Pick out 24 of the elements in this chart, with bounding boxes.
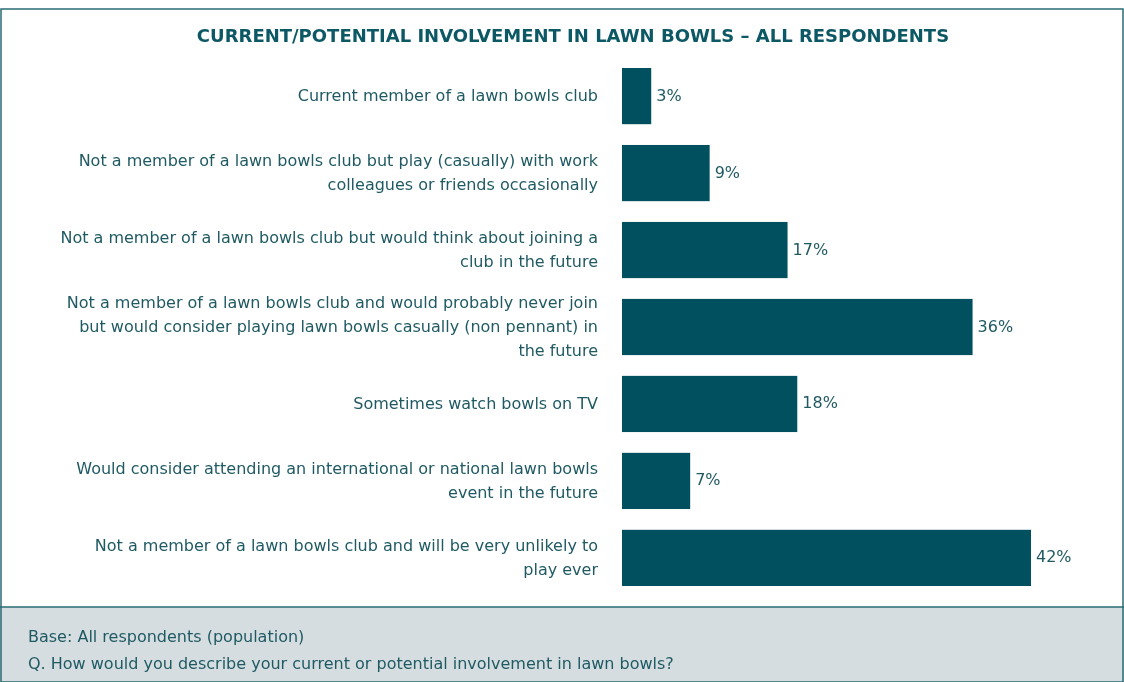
data-label: 3% <box>656 85 682 105</box>
data-label: 18% <box>802 393 838 413</box>
data-label: 36% <box>977 316 1014 336</box>
bar <box>622 298 973 356</box>
bar <box>622 452 691 510</box>
bar <box>622 221 788 279</box>
text: Base: All respondents (population) <box>28 627 305 646</box>
chart-title: CURRENT/POTENTIAL INVOLVEMENT IN LAWN BOWLS – ALL RESPONDENTS <box>196 25 950 46</box>
y-tick-label: Not a member of a lawn bowls club but would think about joining a club in the future <box>60 227 598 271</box>
data-label: 9% <box>714 162 741 182</box>
text: Q. How would you describe your current or potential involvement in lawn bowls? <box>28 654 674 673</box>
y-tick-label: Current member of a lawn bowls club <box>297 85 598 105</box>
bar <box>622 375 798 433</box>
y-tick-label: Not a member of a lawn bowls club and would probably never join but would consider playing lawn bowls casually (non pennant) in the future <box>66 292 598 360</box>
y-tick-label: Not a member of a lawn bowls club and will be very unlikely to play ever <box>94 535 599 579</box>
data-label: 17% <box>792 239 829 259</box>
y-tick-label: Would consider attending an international or national lawn bowls event in the future <box>76 458 598 502</box>
y-tick-label: Not a member of a lawn bowls club but play (casually) with work colleagues or friends occasionally <box>78 150 599 194</box>
bar <box>622 144 710 202</box>
bar <box>622 68 652 125</box>
bar <box>622 529 1031 586</box>
y-tick-label: Sometimes watch bowls on TV <box>353 393 599 413</box>
data-label: 7% <box>695 470 721 490</box>
data-label: 42% <box>1036 547 1072 567</box>
